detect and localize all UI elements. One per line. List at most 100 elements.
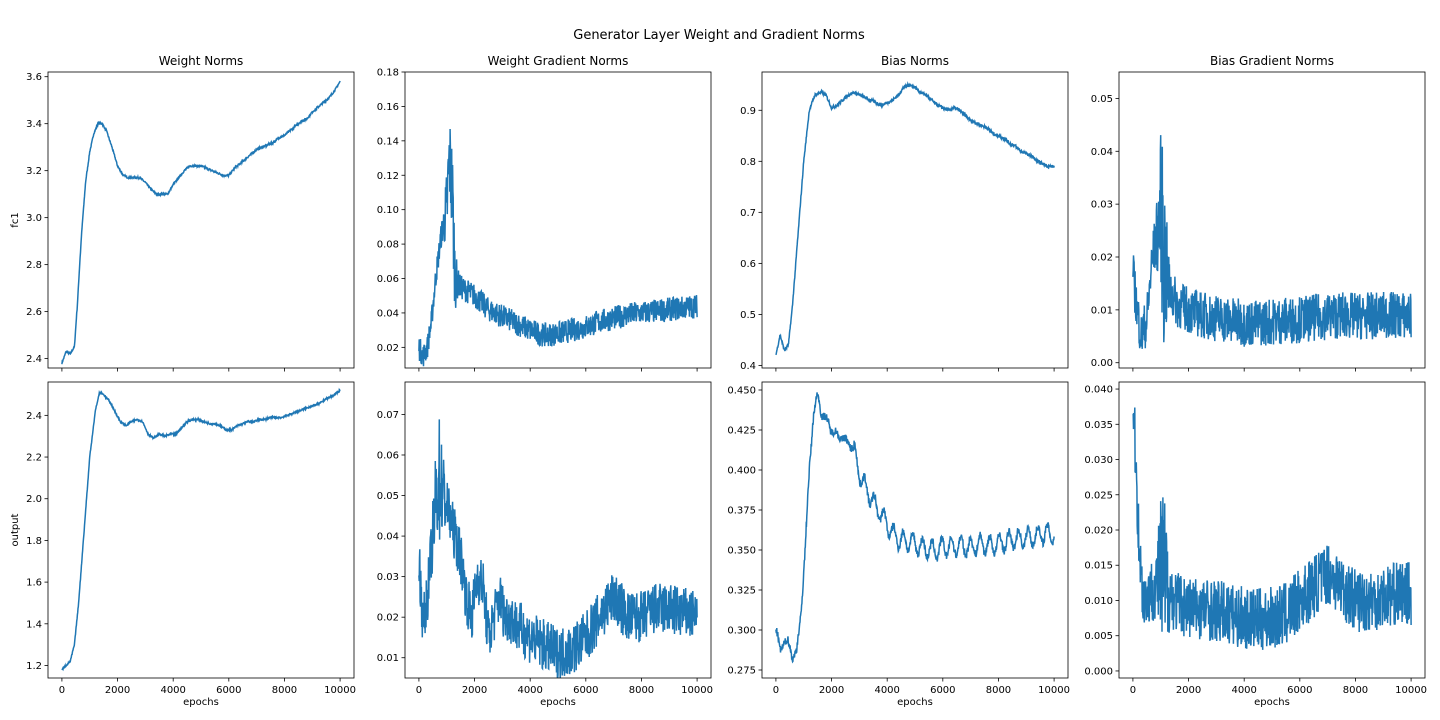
y-tick-label: 1.6	[26, 578, 42, 589]
x-tick-label: 4000	[874, 685, 899, 696]
y-tick-label: 3.6	[26, 72, 42, 83]
y-tick-label: 0.08	[377, 240, 399, 251]
y-tick-label: 0.400	[727, 466, 756, 477]
y-tick-label: 0.425	[727, 426, 756, 437]
subplot-fc1-weight-gradient-norms: 0.02 0.04 0.06 0.08 0.10 0.12 0.14 0.16 0.18 Weig…	[377, 54, 712, 372]
x-tick-label: 6000	[573, 685, 598, 696]
y-tick-label: 0.01	[377, 653, 399, 664]
y-tick-label: 0.03	[1091, 200, 1113, 211]
x-axis-label: epochs	[897, 697, 933, 708]
y-tick-label: 0.01	[1091, 305, 1113, 316]
y-tick-label: 0.350	[727, 546, 756, 557]
x-tick-label: 0	[1130, 685, 1136, 696]
y-tick-label: 0.14	[377, 136, 399, 147]
subplot-title: Weight Gradient Norms	[488, 54, 629, 68]
x-tick-label: 10000	[681, 685, 713, 696]
y-tick-label: 0.6	[740, 259, 756, 270]
y-tick-label: 1.4	[26, 619, 42, 630]
y-tick-label: 1.2	[26, 661, 42, 672]
y-tick-label: 0.04	[377, 308, 399, 319]
series-line-fc1-weight-norms	[61, 80, 341, 365]
x-tick-label: 8000	[986, 685, 1011, 696]
subplot-title: Weight Norms	[159, 54, 244, 68]
axes-frame-fc1-bias-norms	[761, 71, 1069, 369]
axes-frame-output-weight-norms	[47, 381, 355, 679]
y-axis-label: fc1	[10, 212, 21, 227]
series-line-fc1-bias-gradient-norms	[1132, 135, 1412, 349]
subplot-title: Bias Norms	[881, 54, 949, 68]
x-tick-label: 8000	[272, 685, 297, 696]
y-tick-label: 0.7	[740, 208, 756, 219]
x-tick-label: 2000	[819, 685, 844, 696]
y-tick-label: 0.05	[1091, 94, 1113, 105]
y-tick-label: 2.2	[26, 453, 42, 464]
y-tick-label: 0.16	[377, 102, 399, 113]
y-tick-label: 0.000	[1084, 666, 1113, 677]
y-tick-label: 0.035	[1084, 420, 1113, 431]
subplot-output-weight-norms: 1.2 1.4 1.6 1.8 2.0 2.2 2.4 0 2000 4000 6000 8000 10…	[10, 381, 356, 708]
y-tick-label: 0.275	[727, 666, 756, 677]
y-tick-label: 0.18	[377, 68, 399, 79]
y-tick-label: 0.5	[740, 310, 756, 321]
subplot-grid: 2.4 2.6 2.8 3.0 3.2 3.4 3.6 Weight Norms fc1 0.02…	[10, 54, 1427, 708]
y-tick-label: 0.06	[377, 450, 399, 461]
y-tick-label: 3.4	[26, 119, 42, 130]
x-axis-label: epochs	[540, 697, 576, 708]
axes-frame-output-weight-gradient-norms	[404, 381, 712, 679]
series-line-output-weight-gradient-norms	[418, 419, 698, 678]
x-tick-label: 8000	[1343, 685, 1368, 696]
y-axis-label: output	[10, 513, 21, 546]
x-tick-label: 2000	[105, 685, 130, 696]
x-tick-label: 6000	[930, 685, 955, 696]
x-tick-label: 0	[773, 685, 779, 696]
y-tick-label: 0.00	[1091, 358, 1113, 369]
y-tick-label: 0.025	[1084, 490, 1113, 501]
y-tick-label: 0.450	[727, 386, 756, 397]
series-line-fc1-weight-gradient-norms	[418, 128, 698, 367]
y-tick-label: 1.8	[26, 536, 42, 547]
y-tick-label: 0.375	[727, 506, 756, 517]
y-tick-label: 0.10	[377, 205, 399, 216]
x-tick-label: 4000	[160, 685, 185, 696]
axes-frame-fc1-weight-gradient-norms	[404, 71, 712, 369]
x-tick-label: 4000	[517, 685, 542, 696]
y-tick-label: 0.05	[377, 491, 399, 502]
subplot-output-bias-gradient-norms: 0.000 0.005 0.010 0.015 0.020 0.025 0.030 0.035…	[1084, 381, 1427, 708]
y-tick-label: 2.4	[26, 411, 42, 422]
x-tick-label: 2000	[462, 685, 487, 696]
x-tick-label: 4000	[1231, 685, 1256, 696]
y-tick-label: 0.9	[740, 106, 756, 117]
y-tick-label: 0.02	[377, 343, 399, 354]
y-tick-label: 3.2	[26, 166, 42, 177]
x-tick-label: 2000	[1176, 685, 1201, 696]
y-tick-label: 0.07	[377, 410, 399, 421]
y-tick-label: 0.12	[377, 171, 399, 182]
subplot-fc1-bias-norms: 0.4 0.5 0.6 0.7 0.8 0.9 Bias Norms	[740, 54, 1069, 372]
x-tick-label: 6000	[1287, 685, 1312, 696]
x-tick-label: 0	[59, 685, 65, 696]
axes-frame-fc1-weight-norms	[47, 71, 355, 369]
subplot-fc1-bias-gradient-norms: 0.00 0.01 0.02 0.03 0.04 0.05 Bias Gradient No…	[1091, 54, 1426, 372]
x-tick-label: 8000	[629, 685, 654, 696]
subplot-title: Bias Gradient Norms	[1210, 54, 1334, 68]
subplot-output-bias-norms: 0.275 0.300 0.325 0.350 0.375 0.400 0.425 0.450…	[727, 381, 1070, 708]
y-tick-label: 0.8	[740, 157, 756, 168]
y-tick-label: 0.04	[1091, 147, 1113, 158]
figure-title: Generator Layer Weight and Gradient Norm…	[573, 28, 865, 43]
x-axis-label: epochs	[183, 697, 219, 708]
y-tick-label: 0.030	[1084, 455, 1113, 466]
y-tick-label: 0.04	[377, 532, 399, 543]
series-line-fc1-bias-norms	[775, 81, 1055, 356]
x-axis-label: epochs	[1254, 697, 1290, 708]
series-line-output-weight-norms	[61, 387, 341, 672]
y-tick-label: 0.4	[740, 361, 756, 372]
y-tick-label: 0.040	[1084, 385, 1113, 396]
x-tick-label: 0	[416, 685, 422, 696]
y-tick-label: 0.300	[727, 626, 756, 637]
y-tick-label: 0.010	[1084, 596, 1113, 607]
series-line-output-bias-norms	[775, 392, 1055, 664]
axes-frame-fc1-bias-gradient-norms	[1118, 71, 1426, 369]
subplot-output-weight-gradient-norms: 0.01 0.02 0.03 0.04 0.05 0.06 0.07 0 2000 4000 600…	[377, 381, 713, 708]
x-tick-label: 6000	[216, 685, 241, 696]
